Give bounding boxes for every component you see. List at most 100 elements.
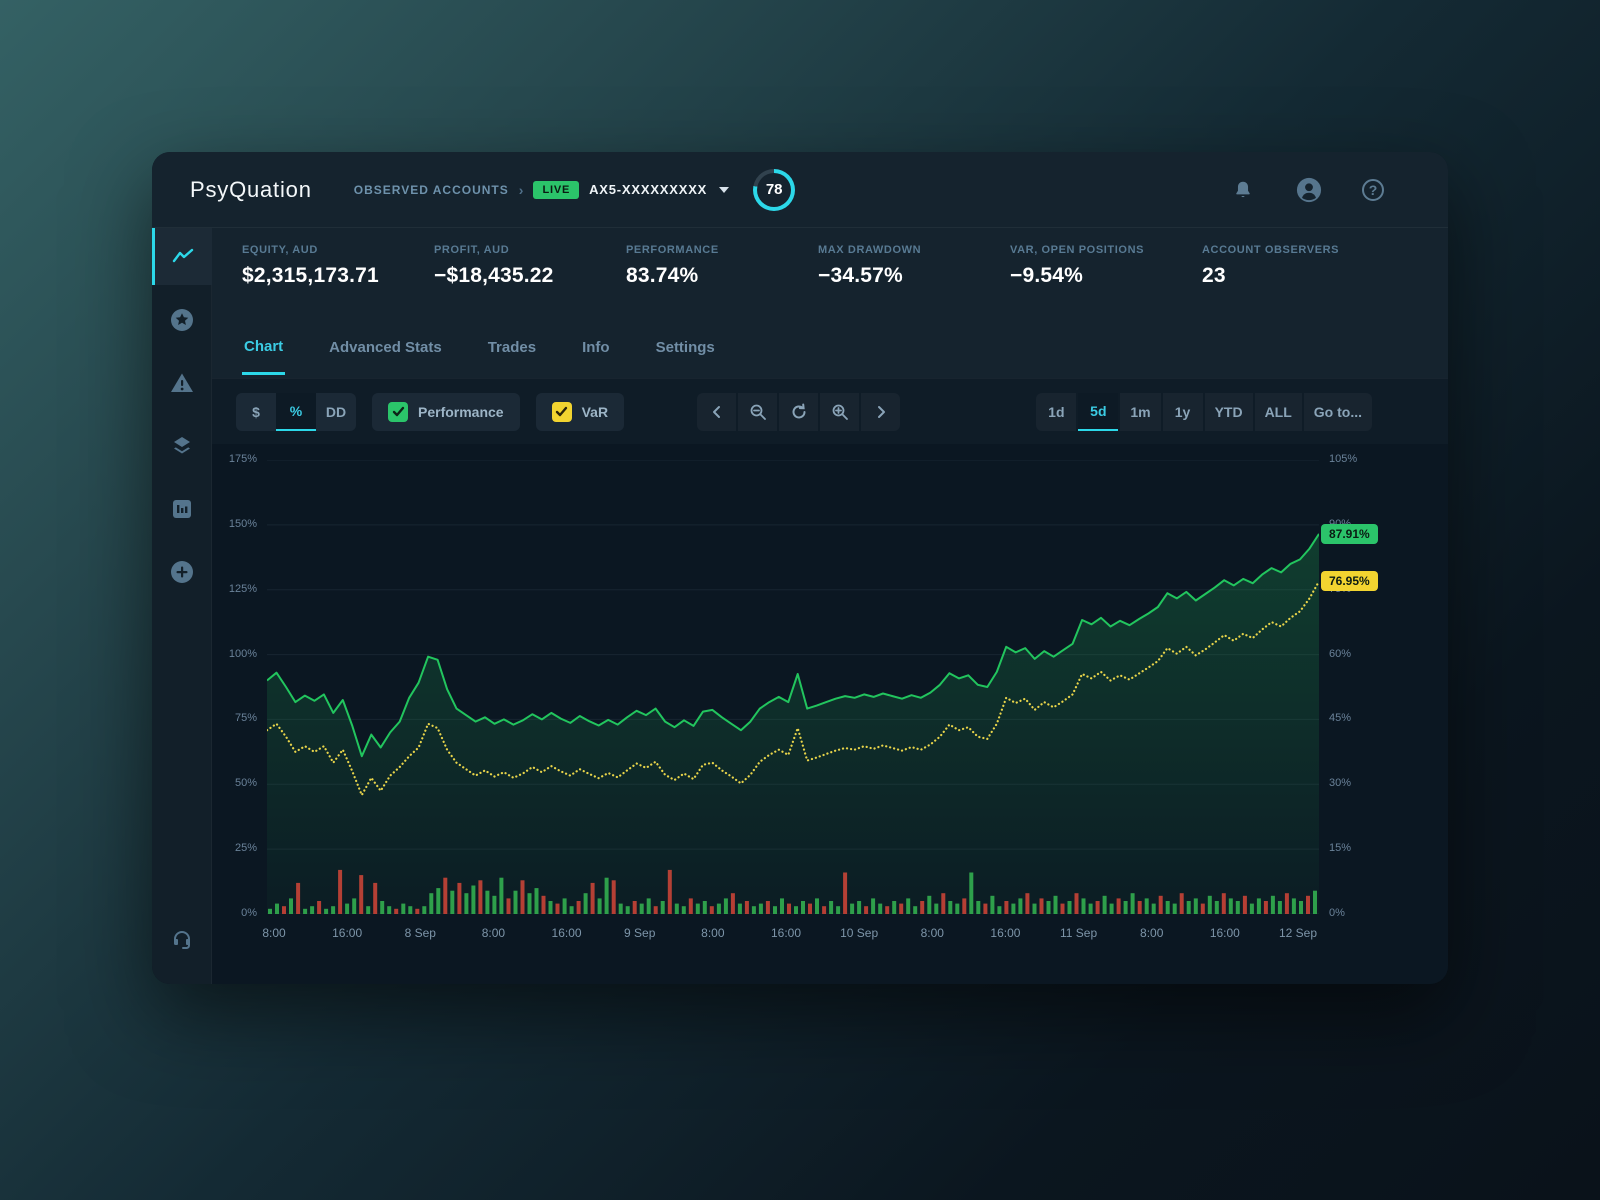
var-checkbox[interactable] (551, 401, 572, 422)
left-axis-tick: 25% (234, 842, 257, 855)
var-toggle[interactable]: VaR (535, 392, 625, 431)
chevron-down-icon[interactable] (719, 186, 730, 193)
chart-nav-group (697, 392, 900, 431)
tab-bar: Chart Advanced Stats Trades Info Setting… (212, 315, 1448, 378)
check-icon (555, 406, 568, 417)
zoom-out-icon (750, 404, 766, 420)
performance-value-pill: 87.91% (1321, 523, 1378, 544)
pan-right-button[interactable] (861, 392, 900, 431)
layers-icon (173, 436, 190, 453)
help-icon[interactable]: ? (1362, 178, 1384, 201)
stat-label: ACCOUNT OBSERVERS (1202, 244, 1340, 256)
breadcrumb: OBSERVED ACCOUNTS › LIVE AX5-XXXXXXXXX (353, 180, 730, 199)
chevron-right-icon: › (518, 181, 524, 198)
x-axis-tick: 16:00 (990, 926, 1021, 940)
x-axis-tick: 8:00 (701, 926, 725, 940)
x-axis-tick: 9 Sep (624, 926, 656, 940)
sidebar-item-add[interactable] (152, 543, 212, 600)
score-ring[interactable]: 78 (753, 168, 796, 211)
stat-account-observers: ACCOUNT OBSERVERS 23 (1202, 244, 1394, 315)
chevron-left-icon (712, 405, 720, 418)
right-axis-tick: 105% (1329, 453, 1358, 465)
stat-value: −$18,435.22 (434, 264, 554, 287)
account-selector[interactable]: AX5-XXXXXXXXX (589, 182, 708, 197)
breadcrumb-observed-accounts[interactable]: OBSERVED ACCOUNTS (353, 182, 509, 197)
range-selector: 1d 5d 1m 1y YTD ALL Go to... (1036, 392, 1372, 431)
left-axis-tick: 75% (234, 712, 257, 725)
stat-label: PERFORMANCE (626, 244, 719, 256)
tab-info[interactable]: Info (582, 339, 610, 356)
x-axis-tick: 8 Sep (404, 926, 436, 940)
range-goto-button[interactable]: Go to... (1303, 392, 1372, 431)
range-1d-button[interactable]: 1d (1036, 392, 1077, 431)
unit-percent-button[interactable]: % (276, 392, 316, 431)
tab-advanced-stats[interactable]: Advanced Stats (329, 339, 442, 356)
zoom-in-button[interactable] (820, 392, 859, 431)
bar-chart-icon (172, 499, 191, 518)
chart-area[interactable]: 0% 25% 50% 75% 100% 125% 150% 175% 0% 15% 30% 45% 6… (212, 444, 1448, 984)
main-content: EQUITY, AUD $2,315,173.71 PROFIT, AUD −$… (212, 228, 1448, 984)
header: PsyQuation OBSERVED ACCOUNTS › LIVE AX5-… (152, 152, 1448, 228)
stat-label: EQUITY, AUD (242, 244, 318, 256)
right-axis-tick: 0% (1329, 907, 1345, 919)
performance-area (267, 533, 1319, 914)
check-icon (392, 406, 404, 417)
stat-label: VAR, OPEN POSITIONS (1010, 244, 1145, 256)
sidebar-item-favorites[interactable] (152, 291, 212, 348)
left-axis-tick: 150% (228, 517, 257, 530)
stat-value: 23 (1202, 264, 1226, 287)
x-axis-tick: 11 Sep (1059, 926, 1098, 940)
left-axis-tick: 50% (234, 777, 257, 790)
sidebar-item-chart[interactable] (152, 228, 212, 285)
x-axis-tick: 8:00 (262, 926, 286, 940)
performance-toggle[interactable]: Performance (372, 392, 520, 431)
stat-performance: PERFORMANCE 83.74% (626, 244, 818, 315)
range-ytd-button[interactable]: YTD (1204, 392, 1253, 431)
sidebar-item-layers[interactable] (152, 417, 212, 474)
pan-left-button[interactable] (697, 392, 736, 431)
x-axis-tick: 8:00 (481, 926, 506, 940)
sidebar-item-reports[interactable] (152, 480, 212, 537)
stat-max-drawdown: MAX DRAWDOWN −34.57% (818, 244, 1010, 315)
performance-checkbox[interactable] (388, 401, 408, 422)
zoom-out-button[interactable] (738, 392, 777, 431)
tab-trades[interactable]: Trades (487, 339, 537, 356)
user-avatar-icon[interactable] (1296, 177, 1322, 203)
stat-equity: EQUITY, AUD $2,315,173.71 (242, 244, 434, 315)
range-1m-button[interactable]: 1m (1120, 392, 1161, 431)
chevron-right-icon (877, 405, 885, 418)
left-axis-tick: 0% (241, 907, 257, 919)
range-5d-button[interactable]: 5d (1078, 392, 1119, 431)
performance-chart-svg (267, 460, 1319, 914)
var-toggle-label: VaR (581, 403, 609, 420)
tab-settings[interactable]: Settings (655, 339, 715, 356)
left-axis-tick: 175% (228, 453, 257, 465)
right-axis-tick: 45% (1329, 712, 1352, 725)
x-axis-tick: 8:00 (920, 926, 944, 940)
x-axis-tick: 16:00 (770, 926, 802, 940)
notifications-bell-icon[interactable] (1230, 177, 1256, 203)
unit-toggle-group: $ % DD (236, 392, 356, 431)
stats-row: EQUITY, AUD $2,315,173.71 PROFIT, AUD −$… (212, 228, 1448, 315)
var-value-pill: 76.95% (1321, 571, 1378, 592)
unit-dd-button[interactable]: DD (325, 403, 347, 420)
live-badge: LIVE (533, 180, 580, 199)
range-1y-button[interactable]: 1y (1162, 392, 1203, 431)
zoom-in-icon (832, 404, 848, 420)
sidebar-item-support[interactable] (152, 911, 212, 968)
stat-label: PROFIT, AUD (434, 244, 510, 256)
sidebar (152, 228, 212, 984)
range-all-button[interactable]: ALL (1254, 392, 1302, 431)
x-axis-tick: 8:00 (1140, 926, 1164, 940)
stat-value: $2,315,173.71 (242, 264, 379, 287)
warning-triangle-icon (170, 373, 193, 392)
tab-chart[interactable]: Chart (242, 319, 286, 375)
reset-zoom-button[interactable] (779, 392, 818, 431)
chart-plot[interactable] (267, 460, 1319, 914)
unit-dollar-button[interactable]: $ (252, 403, 260, 420)
sidebar-item-alerts[interactable] (152, 354, 212, 411)
performance-toggle-label: Performance (418, 403, 504, 420)
x-axis-tick: 10 Sep (840, 926, 879, 940)
left-axis-tick: 100% (228, 647, 257, 660)
stat-value: −9.54% (1010, 264, 1084, 287)
